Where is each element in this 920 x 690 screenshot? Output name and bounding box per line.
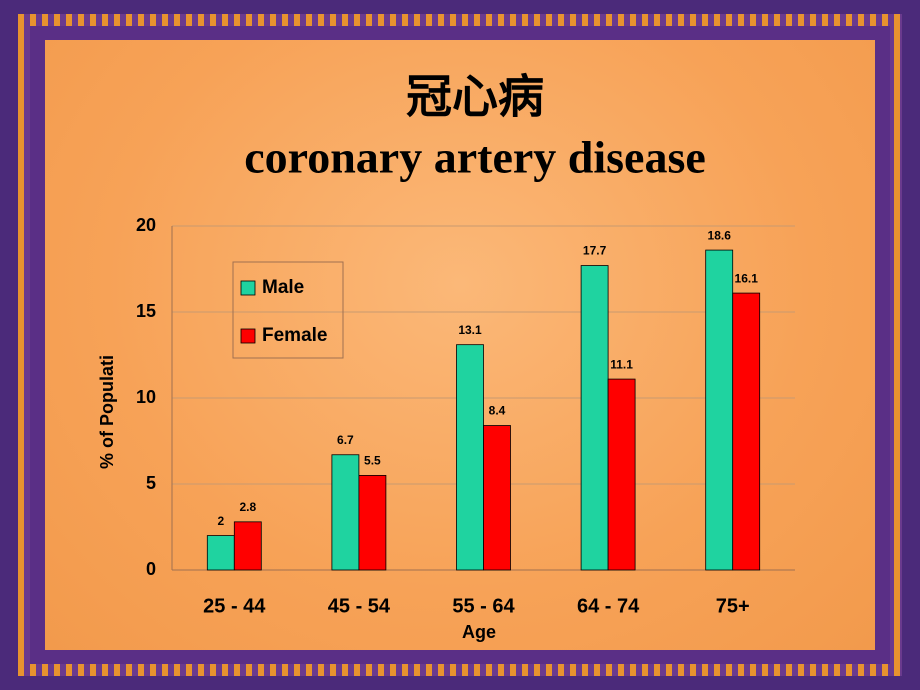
bar bbox=[456, 344, 484, 571]
y-axis-label: % of Populati bbox=[97, 355, 117, 469]
x-tick-label: 75+ bbox=[716, 595, 750, 617]
y-tick-label: 5 bbox=[146, 473, 156, 493]
bar bbox=[483, 425, 511, 571]
value-label: 2.8 bbox=[239, 500, 256, 514]
value-label: 2 bbox=[217, 514, 224, 528]
x-tick-label: 64 - 74 bbox=[577, 595, 640, 617]
value-label: 11.1 bbox=[610, 357, 633, 371]
value-label: 13.1 bbox=[458, 323, 482, 337]
y-tick-label: 0 bbox=[146, 559, 156, 579]
value-label: 18.6 bbox=[708, 228, 732, 242]
bar bbox=[580, 265, 609, 571]
bar bbox=[233, 521, 262, 571]
legend-swatch bbox=[240, 280, 256, 296]
bar bbox=[331, 454, 360, 571]
x-tick-label: 45 - 54 bbox=[328, 595, 391, 617]
value-label: 8.4 bbox=[489, 404, 506, 418]
x-tick-label: 55 - 64 bbox=[452, 595, 515, 617]
bar bbox=[358, 474, 387, 571]
y-tick-label: 10 bbox=[136, 387, 156, 407]
y-tick-label: 20 bbox=[136, 215, 156, 235]
x-tick-label: 25 - 44 bbox=[203, 595, 266, 617]
value-label: 6.7 bbox=[337, 433, 354, 447]
value-label: 17.7 bbox=[583, 244, 607, 258]
value-label: 16.1 bbox=[735, 271, 759, 285]
bar bbox=[607, 378, 636, 571]
legend-label: Female bbox=[262, 325, 327, 346]
value-label: 5.5 bbox=[364, 454, 381, 468]
y-tick-label: 15 bbox=[136, 301, 156, 321]
legend-swatch bbox=[240, 328, 256, 344]
legend-box bbox=[232, 261, 344, 359]
chart-title: 冠心病 bbox=[406, 72, 544, 123]
bar bbox=[206, 535, 235, 571]
bar bbox=[732, 292, 761, 571]
bar bbox=[705, 249, 734, 571]
chart-subtitle: coronary artery disease bbox=[244, 132, 706, 183]
legend-label: Male bbox=[262, 277, 304, 298]
x-axis-label: Age bbox=[462, 622, 496, 642]
